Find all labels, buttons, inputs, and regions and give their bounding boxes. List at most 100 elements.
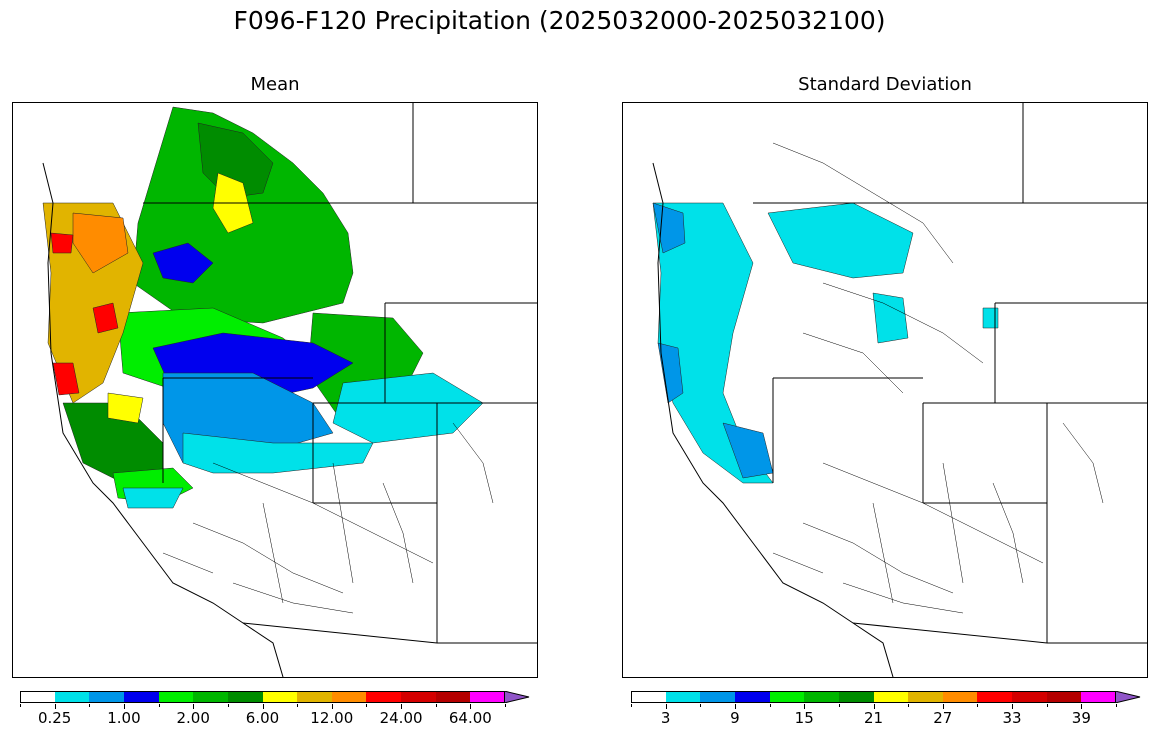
colorbar-segment	[977, 691, 1013, 703]
figure-title: F096-F120 Precipitation (2025032000-2025…	[233, 6, 886, 35]
colorbar-segment	[873, 691, 909, 703]
colorbar-tick	[227, 704, 229, 707]
mean-map-svg	[42, 103, 537, 677]
colorbar-tick	[435, 704, 437, 707]
colorbar-tick-label: 0.25	[37, 709, 72, 727]
state-borders	[143, 103, 537, 644]
colorbar-segment	[227, 691, 263, 703]
colorbar-tick	[20, 704, 21, 707]
region-orange-dark	[72, 212, 129, 274]
colorbar-tick	[1046, 704, 1048, 707]
std-map-svg	[652, 103, 1147, 677]
mean-precip-fill	[42, 106, 484, 509]
colorbar-segment	[123, 691, 160, 703]
colorbar-segment	[401, 691, 437, 703]
colorbar-tick-label: 21	[863, 709, 884, 727]
state-borders	[753, 103, 1147, 644]
colorbar-tick-label: 9	[730, 709, 740, 727]
region-cyan-east	[872, 292, 909, 344]
colorbar-tick	[158, 704, 160, 707]
colorbar-segment	[331, 691, 367, 703]
mean-panel-title: Mean	[250, 74, 300, 95]
colorbar-tick	[1116, 704, 1117, 707]
std-map	[622, 102, 1148, 678]
colorbar-tick	[631, 704, 632, 707]
colorbar-segment	[908, 691, 944, 703]
region-blue-north	[152, 242, 214, 284]
region-lightblue-nw	[652, 202, 686, 254]
region-cyan-south	[182, 432, 374, 474]
std-boundaries	[652, 103, 1147, 677]
colorbar-segment	[734, 691, 771, 703]
colorbar-segment	[20, 691, 56, 703]
mean-colorbar: 0.25 1.00 2.00 6.00 12.00 24.00 64.00	[20, 691, 530, 727]
region-lightblue-coast	[657, 342, 684, 404]
colorbar-segment	[1012, 691, 1048, 703]
colorbar-tick	[700, 704, 702, 707]
colorbar-tick-label: 64.00	[448, 709, 492, 727]
region-red-2	[92, 302, 119, 334]
colorbar-segment	[631, 691, 667, 703]
colorbar-segment	[838, 691, 874, 703]
colorbar-tick	[366, 704, 368, 707]
colorbar-tick	[838, 704, 840, 707]
region-yellow-sw	[107, 392, 144, 424]
colorbar-tick	[769, 704, 771, 707]
colorbar-segment	[297, 691, 333, 703]
colorbar-segment	[1046, 691, 1082, 703]
region-red-1	[50, 232, 74, 254]
colorbar-major-tick	[734, 704, 736, 709]
colorbar-segment	[700, 691, 736, 703]
mean-boundaries	[42, 103, 537, 677]
region-cyan-north	[767, 202, 914, 279]
colorbar-tick-label: 33	[1002, 709, 1022, 727]
colorbar-tick-label: 12.00	[310, 709, 354, 727]
colorbar-segment	[262, 691, 298, 703]
colorbar-segment	[193, 691, 229, 703]
colorbar-major-tick	[1081, 704, 1083, 709]
colorbar-segment	[665, 691, 701, 703]
colorbar-tick	[89, 704, 91, 707]
colorbar-major-tick	[470, 704, 472, 709]
colorbar-segment	[158, 691, 194, 703]
mean-colorbar-extend-arrow	[504, 691, 530, 703]
colorbar-segment	[942, 691, 978, 703]
colorbar-segment	[470, 691, 506, 703]
mean-map	[12, 102, 538, 678]
std-precip-fill	[652, 202, 999, 484]
colorbar-tick	[977, 704, 979, 707]
colorbar-major-tick	[665, 704, 667, 709]
colorbar-tick-label: 27	[933, 709, 953, 727]
colorbar-tick-label: 24.00	[379, 709, 423, 727]
colorbar-major-tick	[942, 704, 944, 709]
colorbar-segment	[1081, 691, 1117, 703]
region-red-3	[52, 362, 80, 396]
colorbar-segment	[769, 691, 805, 703]
colorbar-tick-label: 1.00	[107, 709, 141, 727]
colorbar-tick-label: 6.00	[245, 709, 280, 727]
colorbar-tick	[505, 704, 506, 707]
colorbar-major-tick	[123, 704, 125, 709]
colorbar-segment	[804, 691, 840, 703]
colorbar-major-tick	[873, 704, 875, 709]
basin-outlines	[772, 142, 1104, 614]
colorbar-segment	[366, 691, 402, 703]
colorbar-major-tick	[193, 704, 195, 709]
colorbar-tick-label: 15	[794, 709, 814, 727]
colorbar-tick-label: 3	[660, 709, 671, 727]
region-cyan-east	[332, 372, 484, 444]
colorbar-major-tick	[401, 704, 403, 709]
colorbar-segment	[435, 691, 471, 703]
colorbar-segment	[89, 691, 125, 703]
basin-outlines-south	[162, 422, 494, 614]
colorbar-tick	[908, 704, 910, 707]
colorbar-major-tick	[804, 704, 806, 709]
std-panel-title: Standard Deviation	[798, 74, 972, 95]
region-cyan-far-east	[982, 307, 999, 329]
std-colorbar: 3 9 15 21 27 33 39	[631, 691, 1141, 727]
colorbar-major-tick	[262, 704, 264, 709]
std-colorbar-extend-arrow	[1115, 691, 1141, 703]
colorbar-segment	[54, 691, 90, 703]
colorbar-major-tick	[331, 704, 333, 709]
colorbar-major-tick	[54, 704, 56, 709]
